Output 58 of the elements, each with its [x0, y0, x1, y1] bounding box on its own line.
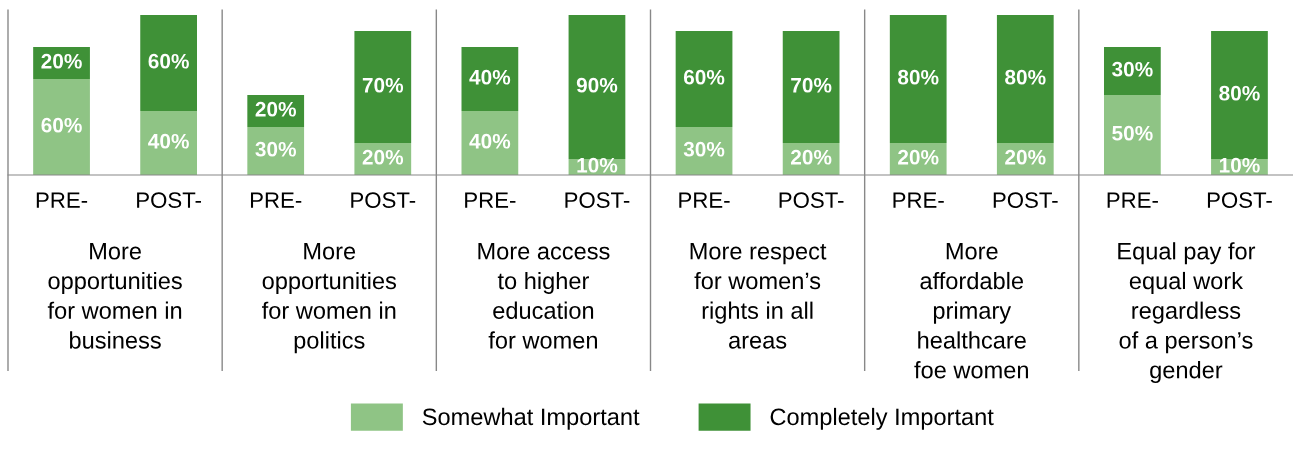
data-label: 70%	[791, 77, 832, 93]
text: More access to higher education for women	[478, 243, 610, 349]
text: More opportunities for women in business	[47, 243, 182, 349]
text: Equal pay for equal work regardless of a person’s gender	[1118, 242, 1256, 384]
data-label: 80%	[1219, 85, 1260, 101]
bar	[568, 15, 626, 159]
data-label: 10%	[577, 157, 618, 173]
data-label: 20%	[898, 149, 939, 165]
data-label: 20%	[41, 53, 82, 69]
text: More opportunities for women in politics	[262, 243, 396, 354]
data-label: 80%	[1005, 69, 1046, 85]
data-label: 30%	[1112, 61, 1153, 77]
x-tick-label: POST-	[779, 192, 844, 208]
data-label: 50%	[1112, 125, 1153, 141]
x-tick-label: POST-	[565, 192, 630, 208]
data-label: 20%	[255, 101, 297, 117]
bar	[33, 79, 90, 175]
x-tick-label: PRE-	[893, 192, 944, 208]
data-label: 60%	[148, 53, 189, 69]
data-label: 40%	[469, 133, 511, 149]
data-label: 30%	[255, 141, 297, 157]
data-label: 90%	[576, 77, 618, 93]
data-label: 80%	[898, 69, 939, 85]
data-label: 60%	[41, 117, 82, 133]
bar	[461, 111, 519, 175]
data-label: 20%	[362, 149, 404, 165]
text: More affordable primary healthcare foe women	[914, 243, 1028, 379]
data-label: 30%	[683, 141, 725, 157]
legend-label: Completely Important	[770, 407, 994, 430]
x-tick-label: PRE-	[36, 192, 88, 208]
bar	[1104, 47, 1161, 95]
x-tick-label: PRE-	[250, 192, 302, 208]
data-label: 20%	[791, 149, 832, 165]
x-tick-label: POST-	[351, 192, 416, 208]
bar	[354, 31, 412, 143]
data-label: 40%	[469, 69, 511, 85]
x-tick-label: PRE-	[465, 192, 516, 208]
x-tick-label: PRE-	[679, 192, 730, 208]
x-tick-label: POST-	[993, 192, 1058, 208]
bar	[889, 15, 947, 143]
bar	[782, 31, 840, 143]
bar	[675, 31, 733, 127]
data-label: 10%	[1219, 157, 1260, 173]
data-label: 40%	[148, 133, 189, 149]
bar	[461, 47, 519, 111]
x-tick-label: PRE-	[1107, 192, 1158, 208]
bar	[996, 15, 1054, 143]
text: More respect for women’s rights in all areas	[690, 243, 827, 349]
bar	[1104, 95, 1161, 175]
x-tick-label: POST-	[137, 192, 201, 208]
data-label: 70%	[362, 77, 404, 93]
bar	[140, 15, 197, 111]
bar	[140, 111, 197, 175]
legend-label: Somewhat Important	[422, 407, 640, 430]
bar	[1211, 31, 1268, 159]
data-label: 60%	[683, 69, 725, 85]
x-tick-label: POST-	[1207, 192, 1272, 208]
data-label: 20%	[1005, 149, 1046, 165]
